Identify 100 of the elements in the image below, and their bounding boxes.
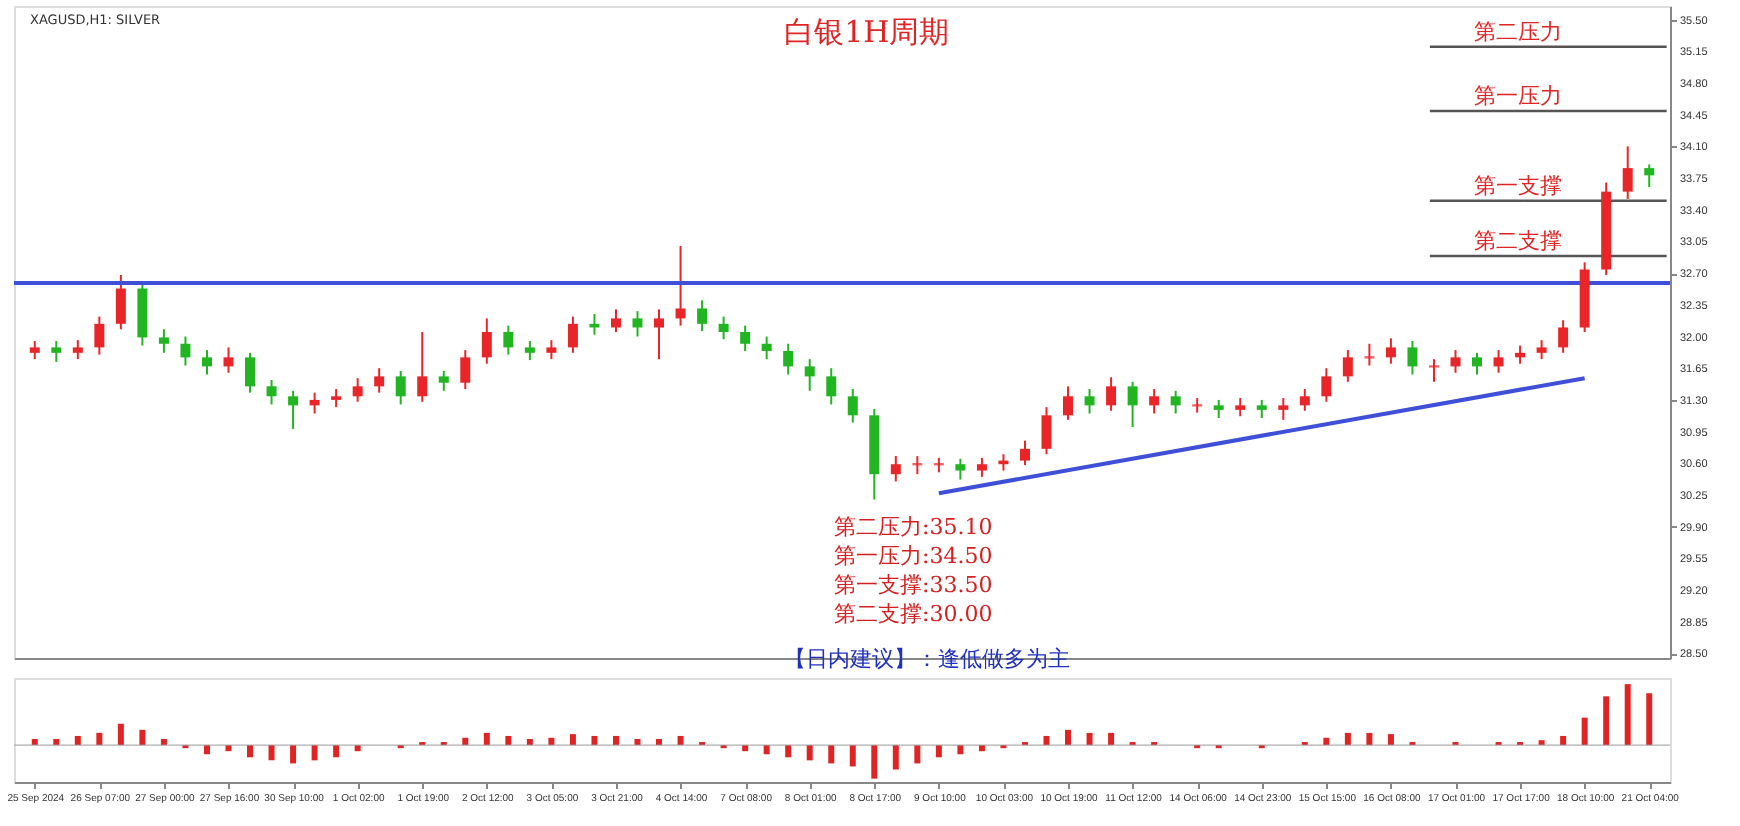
candlestick	[158, 328, 169, 354]
candlestick	[847, 388, 858, 424]
bar	[1581, 717, 1588, 746]
bar	[247, 745, 254, 758]
ref-line-label: 第二支撑	[1474, 227, 1563, 254]
bar	[333, 745, 340, 758]
candlestick	[567, 315, 578, 354]
bar	[117, 723, 124, 746]
candlestick	[1364, 342, 1375, 367]
candlestick	[1149, 388, 1160, 415]
candlestick	[1063, 385, 1074, 421]
candlestick	[94, 315, 105, 356]
bar	[849, 745, 856, 767]
bar	[1108, 732, 1115, 746]
candlestick	[610, 308, 621, 333]
bar	[1646, 693, 1653, 746]
candlestick	[417, 331, 428, 403]
annotation: 【日内建议】：逢低做多为主	[784, 646, 1070, 672]
candlestick	[1472, 351, 1483, 376]
candlestick	[72, 339, 83, 361]
bar	[1387, 734, 1394, 746]
bar	[483, 732, 490, 746]
bar	[139, 729, 146, 746]
candlestick	[438, 369, 449, 392]
candlestick	[51, 340, 62, 363]
candlestick	[697, 299, 708, 333]
bar	[1086, 732, 1093, 746]
candlestick	[1428, 358, 1439, 383]
chart-title: 白银1H周期	[784, 14, 950, 50]
candlestick	[266, 378, 277, 406]
candlestick	[1170, 389, 1181, 415]
candlestick	[1536, 339, 1547, 361]
candlestick	[1256, 398, 1267, 420]
candlestick	[223, 346, 234, 374]
bar	[290, 745, 297, 764]
candlestick	[374, 367, 385, 394]
candlestick	[309, 391, 320, 415]
candlestick	[740, 324, 751, 353]
bar	[1603, 696, 1610, 746]
candlestick	[1493, 349, 1504, 374]
candlestick	[115, 273, 126, 331]
bar	[569, 734, 576, 746]
bar	[828, 745, 835, 764]
bar	[1344, 732, 1351, 746]
candlestick	[826, 367, 837, 406]
ref-line-label: 第一支撑	[1474, 172, 1563, 199]
candlestick	[1278, 397, 1289, 421]
candlestick	[331, 388, 342, 409]
ref-line-label: 第一压力	[1474, 83, 1563, 110]
candlestick	[1644, 163, 1655, 189]
candlestick	[1299, 388, 1310, 412]
bar	[1366, 732, 1373, 746]
bar	[311, 745, 318, 761]
bar	[935, 745, 942, 758]
candlestick	[955, 457, 966, 481]
annotation: 第一压力:34.50	[834, 543, 993, 569]
candlestick	[654, 308, 665, 361]
bar	[1624, 684, 1631, 746]
candlestick	[524, 340, 535, 362]
candlestick	[1558, 319, 1569, 354]
candlestick	[481, 317, 492, 365]
candlestick	[783, 342, 794, 376]
candlestick	[1407, 340, 1418, 376]
bar	[96, 732, 103, 746]
ref-line-label: 第二压力	[1474, 18, 1563, 45]
candlestick	[288, 389, 299, 430]
candlestick	[180, 335, 191, 367]
annotation: 第一支撑:33.50	[834, 572, 993, 598]
candlestick	[1321, 367, 1332, 403]
candlestick	[1385, 337, 1396, 365]
candlestick	[1622, 145, 1633, 200]
candlestick	[460, 349, 471, 391]
candlestick	[976, 456, 987, 478]
bar	[268, 745, 275, 761]
candlestick	[1235, 397, 1246, 418]
candlestick	[632, 310, 643, 338]
candlestick	[1450, 349, 1461, 374]
candlestick	[804, 358, 815, 392]
bar	[914, 745, 921, 764]
candlestick	[503, 324, 514, 356]
candlestick	[395, 369, 406, 406]
candlestick	[1127, 380, 1138, 429]
candlestick	[1213, 398, 1224, 420]
candlestick	[718, 315, 729, 341]
candlestick	[201, 349, 212, 376]
candlestick	[1342, 349, 1353, 383]
candlestick	[890, 455, 901, 483]
candlestick	[1041, 406, 1052, 456]
candlestick	[1084, 388, 1095, 415]
candlestick	[1019, 439, 1030, 467]
candlestick	[761, 335, 772, 361]
annotation: 第二支撑:30.00	[834, 601, 993, 627]
bar	[892, 745, 899, 770]
bar	[871, 745, 878, 779]
candlestick	[245, 351, 256, 394]
bar	[785, 745, 792, 758]
candlestick	[29, 340, 40, 361]
candlestick	[352, 377, 363, 403]
bar	[1065, 729, 1072, 746]
candlestick	[1106, 376, 1117, 412]
